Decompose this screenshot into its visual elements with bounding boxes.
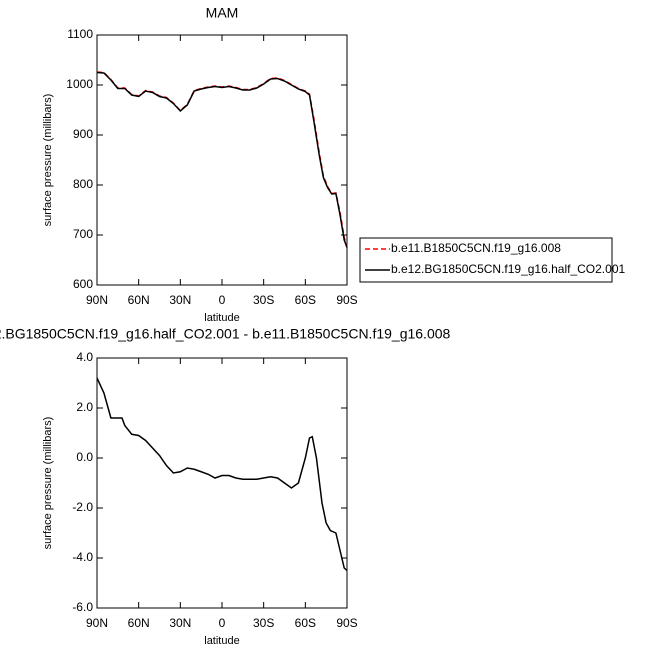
x-axis-label: latitude [204,312,239,324]
x-tick-label: 90S [336,293,357,307]
chart-title: 2.BG1850C5CN.f19_g16.half_CO2.001 - b.e1… [0,326,451,342]
y-tick-label: 600 [73,277,93,291]
x-tick-label: 60N [128,616,150,630]
plot-frame [96,357,348,609]
x-tick-label: 30N [169,616,191,630]
y-tick-label: 900 [73,127,93,141]
y-tick-label: 800 [73,177,93,191]
y-tick-label: 1000 [66,77,93,91]
x-tick-label: 60S [295,616,316,630]
x-tick-label: 90N [86,616,108,630]
y-tick-label: 2.0 [76,400,93,414]
x-tick-label: 0 [219,293,226,307]
x-tick-label: 60S [295,293,316,307]
x-tick-label: 60N [128,293,150,307]
y-tick-label: 1100 [67,27,93,41]
legend-label: b.e12.BG1850C5CN.f19_g16.half_CO2.001 [391,262,625,276]
y-tick-label: -4.0 [72,550,93,564]
y-axis-label: surface pressure (millibars) [42,417,54,550]
y-tick-label: 4.0 [76,350,93,364]
x-tick-label: 90N [86,293,108,307]
x-axis-label: latitude [204,635,239,647]
legend-label: b.e11.B1850C5CN.f19_g16.008 [391,241,561,255]
chart-title: MAM [206,5,239,21]
y-tick-label: 0.0 [76,450,93,464]
y-tick-label: -6.0 [72,600,93,614]
data-line [96,71,348,248]
x-tick-label: 30S [253,616,274,630]
x-tick-label: 30S [253,293,274,307]
y-tick-label: -2.0 [72,500,93,514]
data-line [96,377,348,572]
y-axis-label: surface pressure (millibars) [42,94,54,227]
x-tick-label: 30N [169,293,191,307]
x-tick-label: 0 [219,616,226,630]
legend-box [359,237,613,283]
y-tick-label: 700 [73,227,93,241]
x-tick-label: 90S [336,616,357,630]
plot-frame [96,34,348,286]
